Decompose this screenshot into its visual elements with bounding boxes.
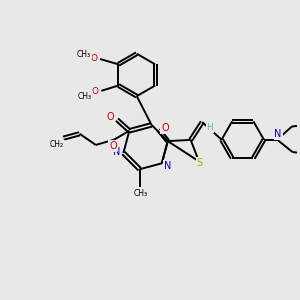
Text: O: O	[91, 87, 98, 96]
Text: CH₃: CH₃	[77, 50, 91, 59]
Text: CH₃: CH₃	[78, 92, 92, 100]
Text: N: N	[164, 161, 171, 171]
Text: N: N	[113, 147, 121, 158]
Text: O: O	[109, 141, 117, 151]
Text: CH₃: CH₃	[133, 189, 147, 198]
Text: S: S	[196, 158, 202, 168]
Text: H: H	[206, 123, 213, 132]
Text: N: N	[274, 129, 282, 139]
Text: O: O	[90, 54, 97, 63]
Text: O: O	[107, 112, 114, 122]
Text: CH₂: CH₂	[50, 140, 64, 149]
Text: O: O	[161, 123, 169, 133]
